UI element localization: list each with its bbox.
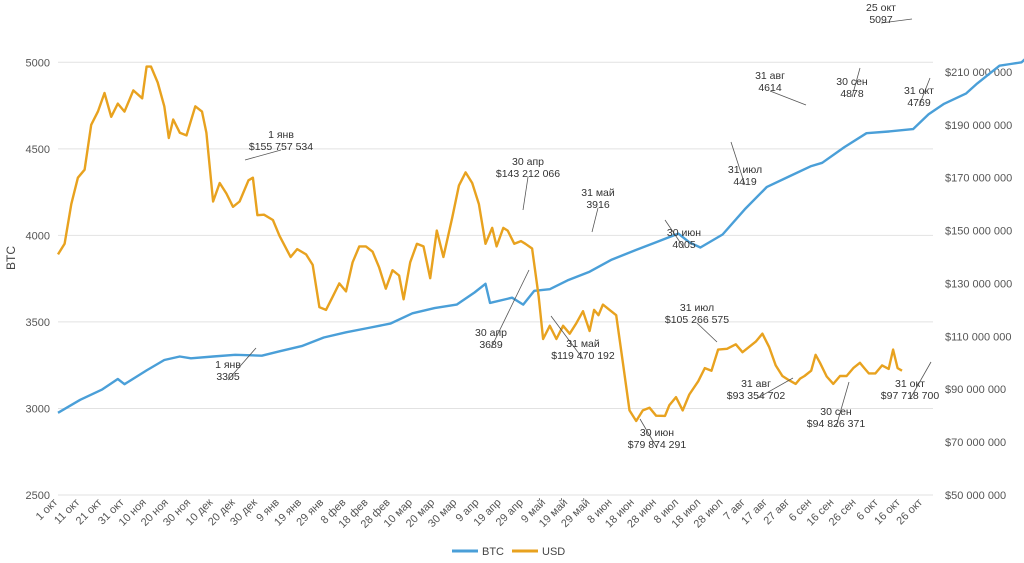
annotation-leader [664,219,685,249]
annotation-leader [835,381,850,428]
right-tick-label: $70 000 000 [945,437,1006,449]
annotation-value: 3916 [586,199,610,211]
annotation-date: 30 апр [512,156,544,168]
legend-label-usd: USD [542,546,565,558]
annotation-leader [755,377,794,400]
annotation-value: $94 826 371 [807,418,866,430]
annotation-value: 4769 [907,97,931,109]
right-tick-label: $110 000 000 [945,331,1011,343]
annotation-date: 31 авг [755,70,785,82]
annotation-leader [244,149,282,161]
annotation-leader [550,315,584,360]
annotation-usd-1-янв: 1 янв$155 757 534 [244,129,313,161]
annotation-value: $97 718 700 [881,390,940,402]
annotation-leader [522,176,529,211]
annotation-date: 30 сен [820,406,852,418]
annotation-value: $119 470 192 [551,350,615,362]
annotation-value: 4005 [672,239,696,251]
annotation-value: 3305 [216,371,240,383]
left-tick-label: 3000 [26,403,50,415]
annotation-date: 1 янв [268,129,294,141]
annotation-usd-31-окт: 31 окт$97 718 700 [881,361,940,402]
series-line-usd [56,65,903,423]
right-tick-label: $170 000 000 [945,173,1012,185]
series-lines [56,58,1024,423]
annotation-leader [591,207,599,233]
annotation-date: 30 июн [640,427,674,439]
annotation-usd-31-май: 31 май$119 470 192 [550,315,615,362]
annotation-usd-31-авг: 31 авг$93 354 702 [727,377,794,402]
annotation-usd-30-апр: 30 апр$143 212 066 [496,156,560,211]
right-tick-label: $190 000 000 [945,120,1012,132]
right-tick-label: $150 000 000 [945,226,1012,238]
annotation-leader [909,361,932,400]
annotation-value: 4878 [840,88,864,100]
left-tick-label: 4000 [26,230,50,242]
annotation-leader [918,77,931,107]
annotation-leader [490,269,530,349]
left-tick-label: 3500 [26,317,50,329]
annotation-usd-30-июн: 30 июн$79 874 291 [628,418,687,451]
annotation-date: 25 окт [866,2,896,14]
annotation-value: 4419 [733,176,757,188]
annotation-date: 31 июл [728,164,762,176]
legend-label-btc: BTC [482,546,504,558]
annotation-date: 31 май [581,187,615,199]
annotation-leader [639,418,658,449]
annotation-date: 30 апр [475,327,507,339]
annotation-date: 31 окт [895,378,925,390]
left-axis: 2500 3000 3500 4000 4500 5000 [26,57,50,502]
annotation-date: 31 июл [680,302,714,314]
legend: BTC USD [452,546,565,558]
left-tick-label: 2500 [26,490,50,502]
right-tick-label: $210 000 000 [945,67,1012,79]
right-axis: $50 000 000 $70 000 000 $90 000 000 $110 00… [945,67,1012,502]
annotation-leader [851,67,861,98]
series-line-btc [57,58,1024,414]
annotation-leader [769,90,807,106]
annotation-usd-30-сен: 30 сен$94 826 371 [807,381,866,430]
annotation-leader [880,18,913,24]
right-tick-label: $130 000 000 [945,278,1012,290]
right-tick-label: $90 000 000 [945,384,1006,396]
annotation-value: $143 212 066 [496,168,560,180]
annotation-leader [730,141,746,186]
annotation-usd-31-июл: 31 июл$105 266 575 [665,302,729,343]
annotation-date: 30 сен [836,76,868,88]
annotation-value: $79 874 291 [628,439,687,451]
annotation-value: $93 354 702 [727,390,786,402]
annotation-leader [227,347,257,381]
right-tick-label: $50 000 000 [945,490,1006,502]
annotation-value: $155 757 534 [249,141,313,153]
annotation-value: 3689 [479,339,503,351]
annotation-date: 1 янв [215,359,241,371]
annotation-date: 30 июн [667,227,701,239]
annotation-leader [696,322,718,343]
annotation-value: $105 266 575 [665,314,729,326]
left-tick-label: 4500 [26,144,50,156]
annotation-value: 4614 [758,82,782,94]
annotation-value: 5097 [869,14,893,26]
x-tick-label: 27 авг [761,497,792,528]
gridlines [58,61,933,496]
annotation-date: 31 авг [741,378,771,390]
left-tick-label: 5000 [26,57,50,69]
annotation-date: 31 окт [904,85,934,97]
annotation-date: 31 май [566,338,600,350]
left-axis-title: BTC [4,246,18,270]
